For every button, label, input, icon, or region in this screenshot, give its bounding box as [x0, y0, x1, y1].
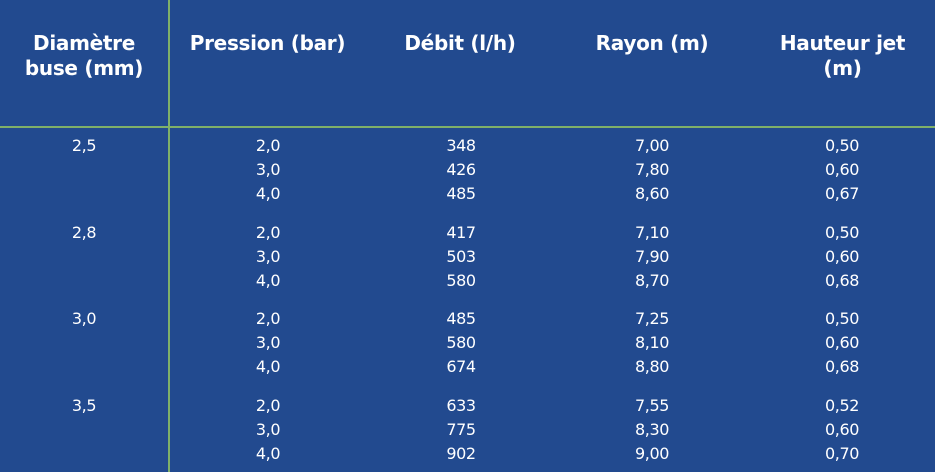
- cell-value: 2,0: [255, 136, 281, 155]
- cell-value: 0,68: [824, 271, 860, 290]
- cell-pression: 2,0 3,0 4,0: [228, 134, 308, 206]
- cell-value: 7,00: [634, 136, 670, 155]
- cell-value: 0,60: [824, 420, 860, 439]
- cell-value: 8,30: [634, 420, 670, 439]
- cell-value: 7,10: [634, 223, 670, 242]
- cell-value: 4,0: [255, 271, 281, 290]
- cell-debit: 633 775 902: [421, 394, 501, 466]
- cell-hauteur: 0,52 0,60 0,70: [802, 394, 882, 466]
- cell-value: 0,67: [824, 184, 860, 203]
- header-debit: Débit (l/h): [404, 31, 516, 55]
- cell-value: 7,25: [634, 309, 670, 328]
- cell-pression: 2,0 3,0 4,0: [228, 307, 308, 379]
- header-diametre: Diamètre buse (mm): [24, 31, 144, 80]
- cell-diametre: 3,5: [71, 396, 97, 415]
- cell-value: 0,60: [824, 333, 860, 352]
- cell-value: 0,50: [824, 136, 860, 155]
- cell-value: 503: [446, 247, 476, 266]
- cell-hauteur: 0,50 0,60 0,68: [802, 221, 882, 293]
- cell-value: 775: [446, 420, 476, 439]
- cell-diametre: 2,8: [71, 223, 97, 242]
- cell-value: 0,50: [824, 223, 860, 242]
- cell-value: 8,60: [634, 184, 670, 203]
- cell-value: 0,60: [824, 247, 860, 266]
- cell-pression: 2,0 3,0 4,0: [228, 221, 308, 293]
- cell-hauteur: 0,50 0,60 0,68: [802, 307, 882, 379]
- cell-debit: 417 503 580: [421, 221, 501, 293]
- cell-value: 417: [446, 223, 476, 242]
- column-divider: [168, 0, 170, 472]
- cell-value: 0,52: [824, 396, 860, 415]
- header-hauteur: Hauteur jet (m): [779, 31, 906, 80]
- cell-value: 348: [446, 136, 476, 155]
- cell-rayon: 7,25 8,10 8,80: [612, 307, 692, 379]
- cell-value: 3,0: [255, 247, 281, 266]
- cell-value: 0,50: [824, 309, 860, 328]
- cell-debit: 348 426 485: [421, 134, 501, 206]
- table-row-group: 3,0 2,0 3,0 4,0 485 580 674 7,25 8,10 8,…: [0, 307, 935, 379]
- cell-value: 8,70: [634, 271, 670, 290]
- table-header: Diamètre buse (mm) Pression (bar) Débit …: [0, 0, 935, 126]
- cell-value: 4,0: [255, 357, 281, 376]
- cell-diametre: 2,5: [71, 136, 97, 155]
- cell-value: 674: [446, 357, 476, 376]
- header-divider: [0, 126, 935, 128]
- cell-value: 4,0: [255, 444, 281, 463]
- cell-value: 2,0: [255, 309, 281, 328]
- header-pression: Pression (bar): [189, 31, 346, 55]
- cell-value: 7,80: [634, 160, 670, 179]
- cell-pression: 2,0 3,0 4,0: [228, 394, 308, 466]
- cell-value: 8,10: [634, 333, 670, 352]
- cell-diametre: 3,0: [71, 309, 97, 328]
- cell-value: 3,0: [255, 160, 281, 179]
- cell-value: 3,0: [255, 333, 281, 352]
- cell-value: 580: [446, 333, 476, 352]
- cell-value: 7,90: [634, 247, 670, 266]
- cell-rayon: 7,55 8,30 9,00: [612, 394, 692, 466]
- cell-value: 3,0: [255, 420, 281, 439]
- cell-value: 8,80: [634, 357, 670, 376]
- cell-value: 7,55: [634, 396, 670, 415]
- cell-value: 9,00: [634, 444, 670, 463]
- table-row-group: 3,5 2,0 3,0 4,0 633 775 902 7,55 8,30 9,…: [0, 394, 935, 466]
- cell-value: 485: [446, 184, 476, 203]
- cell-value: 2,0: [255, 396, 281, 415]
- cell-value: 0,70: [824, 444, 860, 463]
- cell-hauteur: 0,50 0,60 0,67: [802, 134, 882, 206]
- cell-value: 426: [446, 160, 476, 179]
- cell-value: 485: [446, 309, 476, 328]
- cell-value: 4,0: [255, 184, 281, 203]
- cell-rayon: 7,10 7,90 8,70: [612, 221, 692, 293]
- cell-value: 580: [446, 271, 476, 290]
- cell-value: 2,0: [255, 223, 281, 242]
- header-rayon: Rayon (m): [595, 31, 709, 55]
- cell-value: 0,60: [824, 160, 860, 179]
- table-row-group: 2,8 2,0 3,0 4,0 417 503 580 7,10 7,90 8,…: [0, 221, 935, 293]
- cell-value: 633: [446, 396, 476, 415]
- cell-value: 0,68: [824, 357, 860, 376]
- cell-rayon: 7,00 7,80 8,60: [612, 134, 692, 206]
- cell-value: 902: [446, 444, 476, 463]
- cell-debit: 485 580 674: [421, 307, 501, 379]
- table-row-group: 2,5 2,0 3,0 4,0 348 426 485 7,00 7,80 8,…: [0, 134, 935, 206]
